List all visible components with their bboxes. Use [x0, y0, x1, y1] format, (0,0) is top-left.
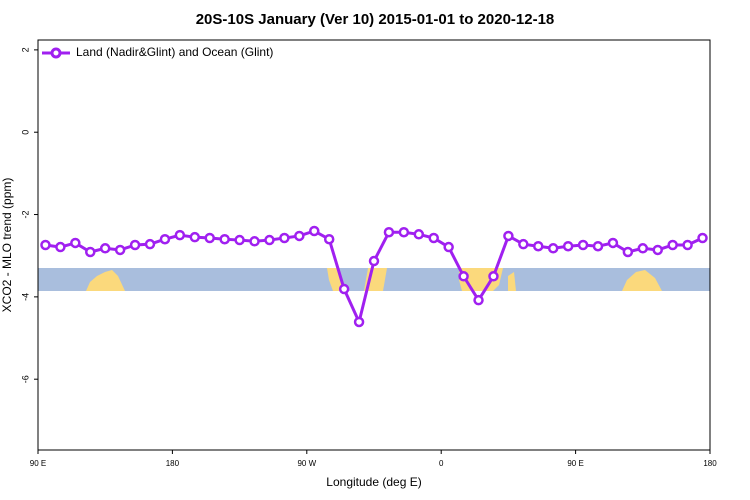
chart-title: 20S-10S January (Ver 10) 2015-01-01 to 2… — [196, 11, 555, 28]
y-tick-label: -2 — [20, 211, 30, 219]
data-point — [413, 229, 425, 240]
data-point — [488, 271, 499, 282]
data-point — [637, 243, 649, 254]
data-point — [189, 231, 201, 243]
data-point — [652, 244, 663, 256]
data-point — [562, 240, 574, 252]
x-tick-label: 180 — [703, 459, 717, 468]
y-tick-label: -4 — [20, 293, 30, 301]
land-madagascar — [508, 272, 516, 291]
x-axis-label: Longitude (deg E) — [326, 475, 421, 489]
data-point — [368, 255, 380, 267]
plot-frame — [37, 39, 711, 451]
data-point — [398, 226, 410, 238]
x-tick-label: 180 — [166, 459, 180, 468]
data-point — [159, 233, 171, 245]
land-australia — [86, 270, 125, 291]
y-tick-label: 2 — [20, 47, 30, 52]
y-axis-label: XCO2 - MLO trend (ppm) — [0, 178, 14, 313]
data-point — [99, 243, 111, 254]
data-point — [622, 246, 634, 258]
land-america-west — [327, 268, 344, 291]
x-tick-label: 90 W — [297, 459, 316, 468]
data-point — [114, 244, 126, 256]
data-point — [503, 230, 514, 242]
data-point — [294, 230, 305, 242]
data-point — [518, 238, 529, 250]
data-point — [338, 283, 350, 295]
data-point — [697, 232, 708, 244]
y-tick-label: 0 — [20, 130, 30, 135]
data-point — [443, 241, 454, 253]
data-point — [309, 225, 320, 237]
data-point — [607, 237, 619, 249]
data-point — [174, 229, 186, 241]
x-tick-label: 90 E — [567, 459, 583, 468]
data-point — [547, 243, 559, 254]
data-point — [85, 246, 96, 258]
legend-marker — [50, 47, 62, 59]
data-point — [458, 271, 469, 282]
data-point — [383, 226, 395, 238]
data-point — [428, 232, 439, 244]
data-point — [249, 236, 260, 247]
data-point — [353, 316, 365, 328]
x-tick-label: 90 E — [30, 459, 46, 468]
data-point — [682, 239, 693, 251]
data-point — [219, 233, 230, 245]
legend: Land (Nadir&Glint) and Ocean (Glint) — [42, 45, 273, 59]
data-point — [667, 239, 678, 251]
y-tick-label: -6 — [20, 375, 30, 383]
legend-label: Land (Nadir&Glint) and Ocean (Glint) — [76, 45, 273, 59]
data-point — [264, 234, 275, 246]
map-strip — [38, 268, 710, 291]
data-point — [577, 239, 589, 251]
data-point — [204, 232, 215, 244]
data-point — [323, 233, 335, 245]
x-tick-label: 0 — [439, 459, 444, 468]
data-point — [129, 239, 141, 251]
land-australia-2 — [622, 270, 662, 291]
data-point — [40, 239, 51, 251]
data-point — [533, 240, 544, 252]
data-point — [144, 238, 156, 250]
data-point — [473, 294, 484, 306]
data-point — [592, 240, 604, 252]
data-point — [279, 232, 290, 244]
data-point — [234, 234, 245, 246]
data-point — [70, 237, 81, 249]
data-point — [55, 241, 66, 253]
